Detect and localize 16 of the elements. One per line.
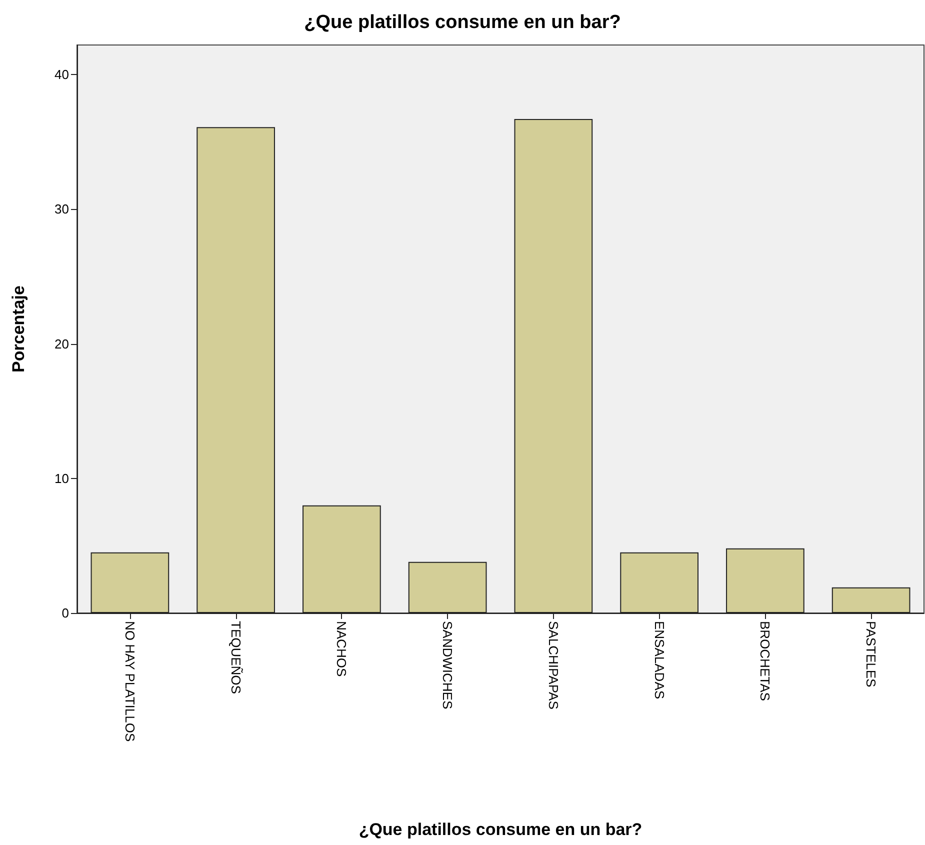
chart-title: ¿Que platillos consume en un bar?: [304, 12, 621, 33]
x-tick-label: SANDWICHES: [440, 621, 456, 710]
y-tick-label: 30: [54, 202, 69, 217]
y-axis-title: Porcentaje: [9, 286, 28, 372]
y-tick-label: 10: [54, 470, 69, 486]
x-tick-label: NO HAY PLATILLOS: [122, 621, 138, 742]
y-tick-label: 40: [54, 67, 69, 82]
x-tick-label: NACHOS: [334, 621, 350, 677]
x-tick-label: SALCHIPAPAS: [546, 621, 561, 710]
x-tick-label: PASTELES: [864, 621, 879, 688]
x-tick-label: BROCHETAS: [758, 621, 773, 702]
y-tick-label: 0: [62, 606, 69, 620]
x-tick-label: ENSALADAS: [652, 621, 667, 700]
x-tick-label: TEQUEÑOS: [228, 621, 244, 694]
y-tick-label: 20: [54, 336, 69, 352]
x-axis-title: ¿Que platillos consume en un bar?: [358, 820, 642, 839]
